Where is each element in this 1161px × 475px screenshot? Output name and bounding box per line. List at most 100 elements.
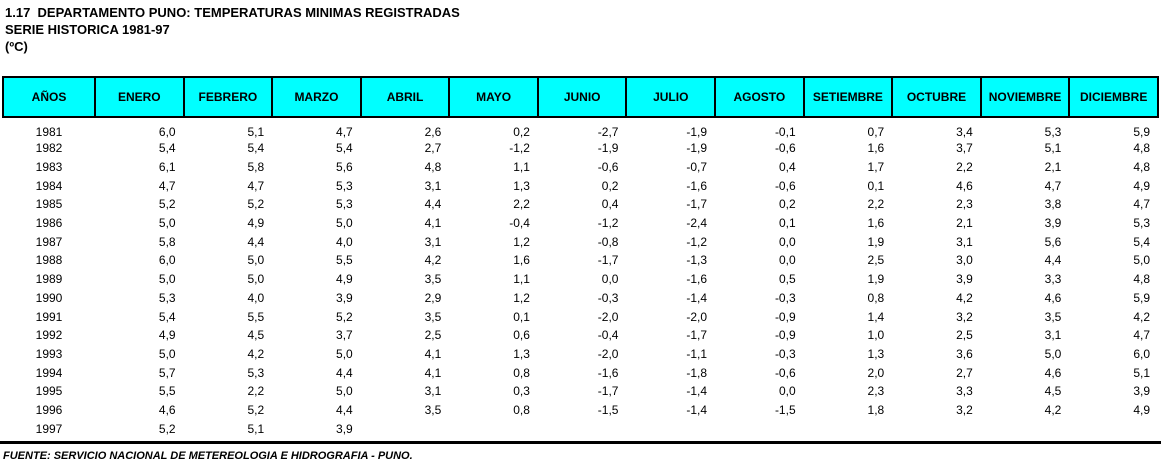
value-cell: 2,7 bbox=[424, 141, 442, 156]
year-cell: 1987 bbox=[35, 234, 63, 249]
value-cell: 4,5 bbox=[1044, 384, 1062, 399]
value-cell: 5,6 bbox=[336, 160, 353, 175]
value-cell: -0,6 bbox=[774, 141, 796, 156]
value-cell bbox=[715, 419, 804, 438]
value-cell: -1,7 bbox=[597, 253, 619, 268]
value-cell: -1,5 bbox=[774, 402, 796, 417]
value-cell: -0,7 bbox=[686, 160, 708, 175]
value-cell: 5,2 bbox=[247, 402, 265, 417]
source-note: FUENTE: SERVICIO NACIONAL DE METEREOLOGI… bbox=[3, 450, 413, 462]
value-cell: 5,0 bbox=[1044, 346, 1062, 361]
page-title: 1.17 DEPARTAMENTO PUNO: TEMPERATURAS MIN… bbox=[5, 5, 460, 20]
value-cell: 4,6 bbox=[1044, 290, 1062, 305]
value-cell: 3,7 bbox=[336, 328, 353, 343]
value-cell: 0,1 bbox=[778, 216, 796, 231]
value-cell: 4,7 bbox=[158, 178, 176, 193]
value-cell: 2,2 bbox=[513, 197, 530, 212]
value-cell: 5,8 bbox=[158, 234, 176, 249]
value-cell: -2,4 bbox=[686, 216, 708, 231]
year-cell: 1997 bbox=[35, 421, 63, 436]
value-cell: -1,7 bbox=[686, 197, 708, 212]
value-cell: -0,9 bbox=[774, 328, 796, 343]
year-cell: 1988 bbox=[35, 253, 63, 268]
value-cell: 5,2 bbox=[336, 309, 353, 324]
value-cell: 4,0 bbox=[336, 234, 353, 249]
value-cell: 1,1 bbox=[513, 272, 530, 287]
value-cell: -1,6 bbox=[686, 178, 708, 193]
value-cell: 2,0 bbox=[867, 365, 885, 380]
year-cell: 1993 bbox=[35, 346, 63, 361]
value-cell: 5,0 bbox=[158, 216, 176, 231]
year-cell: 1990 bbox=[35, 290, 63, 305]
value-cell: 5,9 bbox=[1133, 125, 1150, 139]
value-cell: 4,8 bbox=[1133, 141, 1150, 156]
value-cell: 4,6 bbox=[956, 178, 973, 193]
value-cell: 3,6 bbox=[956, 346, 973, 361]
value-cell: 3,2 bbox=[956, 309, 973, 324]
year-cell: 1992 bbox=[35, 328, 63, 343]
value-cell: 1,3 bbox=[513, 178, 530, 193]
value-cell: 5,3 bbox=[158, 290, 176, 305]
value-cell: 4,7 bbox=[1133, 328, 1150, 343]
year-cell: 1986 bbox=[35, 216, 63, 231]
table-row: 1993 5,0 4,2 5,0 4,1 1,3 -2,0 -1,1 -0,3 1,3 3,6 5,0… bbox=[3, 345, 1158, 364]
value-cell: 3,5 bbox=[424, 272, 442, 287]
page-subtitle: SERIE HISTORICA 1981-97 bbox=[5, 22, 170, 37]
value-cell: 4,7 bbox=[247, 178, 265, 193]
year-cell: 1984 bbox=[35, 178, 63, 193]
column-header-diciembre: DICIEMBRE bbox=[1068, 76, 1159, 118]
table-row: 1991 5,4 5,5 5,2 3,5 0,1 -2,0 -2,0 -0,9 1,4 3,2 3,5… bbox=[3, 307, 1158, 326]
value-cell: 5,3 bbox=[1133, 216, 1150, 231]
table-row: 1984 4,7 4,7 5,3 3,1 1,3 0,2 -1,6 -0,6 0,1 4,6 4,7 4… bbox=[3, 176, 1158, 195]
value-cell: -1,2 bbox=[597, 216, 619, 231]
value-cell: 0,6 bbox=[513, 328, 530, 343]
value-cell: 5,6 bbox=[1044, 234, 1062, 249]
value-cell: 4,4 bbox=[336, 365, 353, 380]
value-cell: 5,3 bbox=[1044, 125, 1062, 139]
value-cell: 5,5 bbox=[247, 309, 265, 324]
value-cell: 2,9 bbox=[424, 290, 442, 305]
value-cell: 4,9 bbox=[1133, 402, 1150, 417]
value-cell: 2,6 bbox=[424, 125, 442, 139]
value-cell: 2,5 bbox=[867, 253, 885, 268]
table-row: 1996 4,6 5,2 4,4 3,5 0,8 -1,5 -1,4 -1,5 1,8 3,2 4,2… bbox=[3, 401, 1158, 420]
value-cell: 0,8 bbox=[867, 290, 885, 305]
value-cell: -0,3 bbox=[774, 346, 796, 361]
value-cell: 2,1 bbox=[956, 216, 973, 231]
table-row: 1994 5,7 5,3 4,4 4,1 0,8 -1,6 -1,8 -0,6 2,0 2,7 4,6… bbox=[3, 363, 1158, 382]
value-cell: 0,0 bbox=[601, 272, 619, 287]
value-cell: 1,6 bbox=[513, 253, 530, 268]
column-header-octubre: OCTUBRE bbox=[891, 76, 982, 118]
value-cell: 2,3 bbox=[956, 197, 973, 212]
column-header-abril: ABRIL bbox=[359, 76, 451, 118]
table-row: 1987 5,8 4,4 4,0 3,1 1,2 -0,8 -1,2 0,0 1,9 3,1 5,6 5… bbox=[3, 232, 1158, 251]
value-cell: 4,4 bbox=[336, 402, 353, 417]
value-cell: 0,8 bbox=[513, 365, 530, 380]
value-cell: -1,7 bbox=[597, 384, 619, 399]
value-cell bbox=[449, 419, 538, 438]
value-cell: 4,6 bbox=[1044, 365, 1062, 380]
value-cell: 2,7 bbox=[956, 365, 973, 380]
value-cell: 4,6 bbox=[158, 402, 176, 417]
value-cell: 5,0 bbox=[158, 346, 176, 361]
table-header-row: AÑOS ENERO FEBRERO MARZO ABRIL MAYO JUNIO JULIO… bbox=[2, 76, 1159, 118]
year-cell: 1982 bbox=[35, 141, 63, 156]
value-cell bbox=[892, 419, 981, 438]
value-cell: 5,7 bbox=[158, 365, 176, 380]
value-cell: 3,3 bbox=[1044, 272, 1062, 287]
value-cell: 5,4 bbox=[336, 141, 353, 156]
value-cell: -1,9 bbox=[686, 125, 708, 139]
value-cell: 5,1 bbox=[247, 421, 265, 436]
value-cell: 4,9 bbox=[158, 328, 176, 343]
value-cell: 5,5 bbox=[158, 384, 176, 399]
table-row: 1986 5,0 4,9 5,0 4,1 -0,4 -1,2 -2,4 0,1 1,6 2,1 3,9… bbox=[3, 214, 1158, 233]
value-cell: 3,9 bbox=[1044, 216, 1062, 231]
value-cell: 5,0 bbox=[1133, 253, 1150, 268]
value-cell: 6,1 bbox=[158, 160, 176, 175]
value-cell: 1,2 bbox=[513, 234, 530, 249]
value-cell: 6,0 bbox=[158, 253, 176, 268]
value-cell: -1,6 bbox=[686, 272, 708, 287]
value-cell: 5,0 bbox=[336, 346, 353, 361]
value-cell: 5,0 bbox=[247, 253, 265, 268]
value-cell: -1,5 bbox=[597, 402, 619, 417]
